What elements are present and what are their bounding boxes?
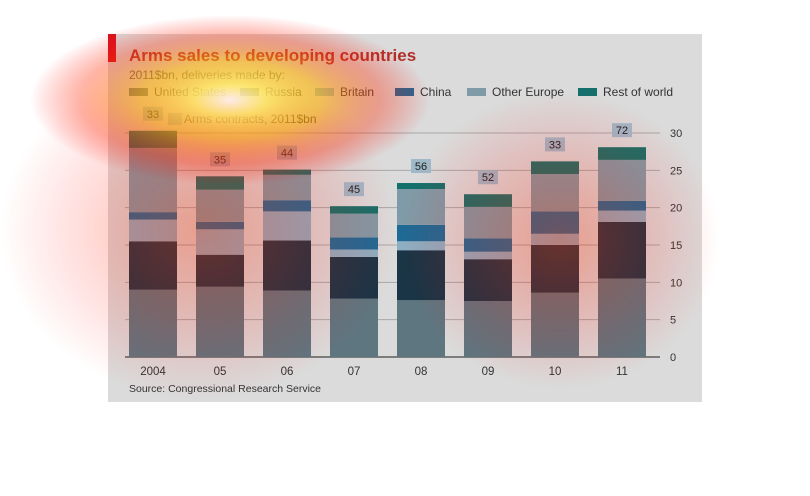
y-tick-label: 20 <box>670 203 682 215</box>
bar-segment <box>263 290 311 357</box>
contracts-legend-label: Arms contracts, 2011$bn <box>184 112 317 126</box>
bar-segment <box>598 159 646 201</box>
bar-segment <box>196 176 244 190</box>
bar-segment <box>397 189 445 225</box>
y-tick-label: 25 <box>670 165 682 177</box>
bar-segment <box>598 210 646 222</box>
bar-segment <box>397 224 445 242</box>
bar-segment <box>598 147 646 160</box>
bar-segment <box>263 240 311 291</box>
bar-segment <box>531 292 579 357</box>
bar-segment <box>196 189 244 222</box>
contracts-legend-swatch <box>168 113 182 125</box>
bar-segment <box>531 211 579 234</box>
bar-segment <box>129 219 177 242</box>
contracts-value-label: 56 <box>415 161 427 173</box>
bar-segment <box>129 241 177 290</box>
bar-segment <box>196 229 244 255</box>
y-tick-label: 30 <box>670 128 682 140</box>
x-tick-label: 2004 <box>140 366 166 378</box>
bar-segment <box>263 174 311 201</box>
bar-segment <box>598 221 646 279</box>
x-tick-label: 08 <box>415 366 428 378</box>
bar-segment <box>196 286 244 357</box>
bar-segment <box>531 161 579 175</box>
bar-segment <box>330 237 378 250</box>
bar-segment <box>330 256 378 299</box>
bar-segment <box>129 289 177 357</box>
bar-segment <box>330 298 378 357</box>
x-tick-label: 09 <box>482 366 495 378</box>
bar-segment <box>196 254 244 287</box>
bar-segment <box>598 278 646 357</box>
contracts-value-label: 35 <box>214 154 226 166</box>
bar-segment <box>397 250 445 301</box>
bar-segment <box>263 200 311 212</box>
bar-segment <box>531 233 579 245</box>
x-tick-label: 11 <box>616 366 628 378</box>
bar-segment <box>464 238 512 252</box>
y-tick-label: 0 <box>670 352 676 364</box>
y-tick-label: 10 <box>670 277 682 289</box>
bar-segment <box>263 169 311 175</box>
y-tick-label: 5 <box>670 315 676 327</box>
contracts-value-label: 44 <box>281 148 293 160</box>
x-tick-label: 10 <box>549 366 562 378</box>
contracts-value-label: 45 <box>348 184 360 196</box>
bar-segment <box>330 249 378 257</box>
bar-segment <box>531 174 579 212</box>
bar-segment <box>263 211 311 241</box>
bar-segment <box>129 147 177 213</box>
bar-segment <box>397 241 445 251</box>
x-tick-label: 06 <box>281 366 294 378</box>
x-tick-label: 07 <box>348 366 361 378</box>
bar-segment <box>196 221 244 230</box>
bar-segment <box>598 200 646 211</box>
bar-segment <box>397 183 445 189</box>
bar-segment <box>464 301 512 357</box>
contracts-value-label: 52 <box>482 172 494 184</box>
bar-segment <box>330 213 378 238</box>
bar-segment <box>464 259 512 301</box>
bar-segment <box>129 212 177 220</box>
bar-segment <box>464 206 512 239</box>
contracts-value-label: 33 <box>147 109 159 121</box>
bar-segment <box>464 194 512 207</box>
x-tick-label: 05 <box>214 366 227 378</box>
contracts-value-label: 72 <box>616 125 628 137</box>
contracts-value-label: 33 <box>549 139 561 151</box>
bar-segment <box>330 206 378 214</box>
y-tick-label: 15 <box>670 240 682 252</box>
bar-segment <box>464 251 512 260</box>
bar-segment <box>129 130 177 148</box>
chart-source: Source: Congressional Research Service <box>129 383 322 395</box>
bar-segment <box>531 245 579 293</box>
bar-segment <box>397 300 445 357</box>
